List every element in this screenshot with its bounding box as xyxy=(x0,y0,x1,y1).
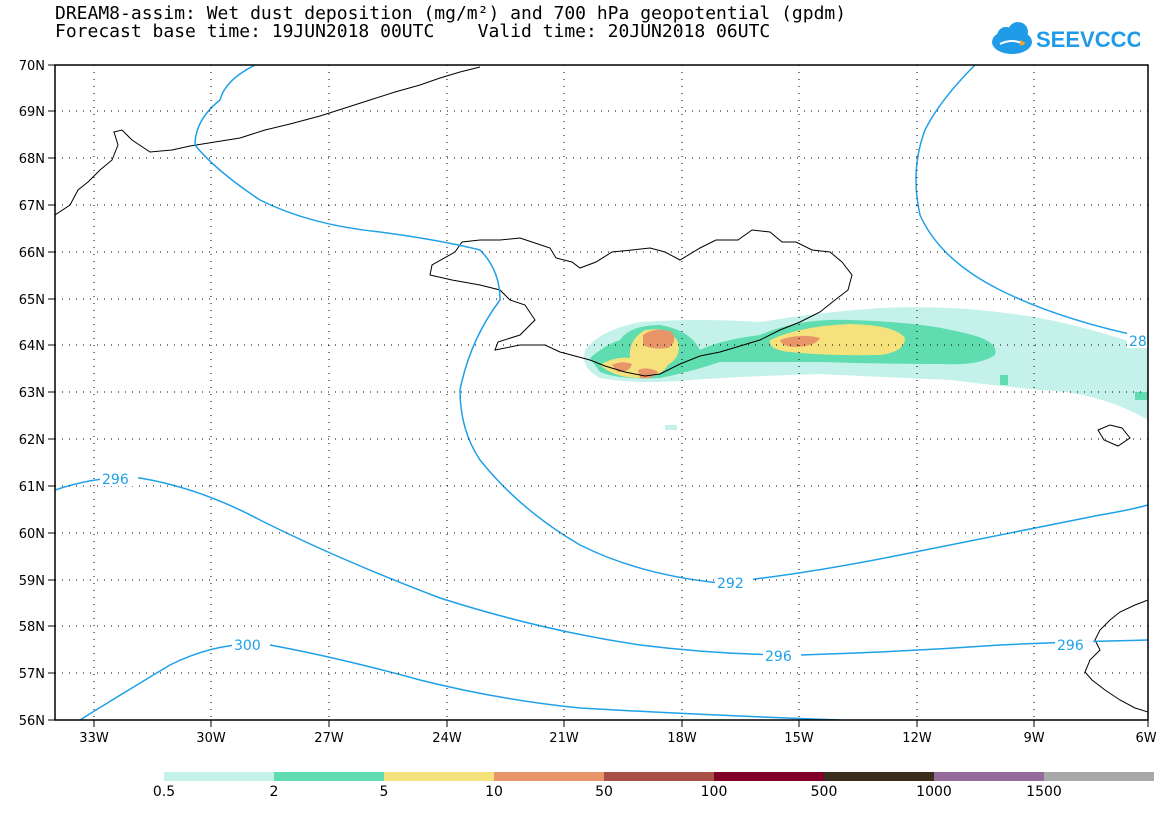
scotland-coast xyxy=(1084,599,1148,713)
lon-label: 33W xyxy=(79,731,109,746)
lon-label: 24W xyxy=(432,731,462,746)
lat-label: 69N xyxy=(19,105,45,120)
lon-label: 6W xyxy=(1135,731,1156,746)
greenland-coast xyxy=(55,66,481,216)
lon-label: 9W xyxy=(1023,731,1044,746)
legend-label: 0.5 xyxy=(152,784,176,800)
coastlines xyxy=(55,66,1148,713)
legend-label: 500 xyxy=(810,784,838,800)
contour-296-mid xyxy=(55,476,1148,656)
dust-plume xyxy=(584,307,1148,430)
faroe-islands xyxy=(1097,424,1131,447)
contour-label-292: 292 xyxy=(717,576,744,592)
lat-label: 70N xyxy=(19,59,45,74)
lon-label: 12W xyxy=(902,731,932,746)
legend-label: 5 xyxy=(379,784,389,800)
dust-level-10 xyxy=(612,329,820,379)
latitude-labels: 70N 69N 68N 67N 66N 65N 64N 63N 62N 61N … xyxy=(19,59,45,729)
iceland-coast xyxy=(429,229,853,377)
map-title: DREAM8-assim: Wet dust deposition (mg/m²… xyxy=(55,3,847,24)
lat-label: 59N xyxy=(19,574,45,589)
contour-label-300: 300 xyxy=(234,638,261,654)
contour-upper-left xyxy=(194,65,1148,584)
latitude-ticks xyxy=(48,64,55,721)
dust-level-5 xyxy=(600,324,905,378)
lat-label: 65N xyxy=(19,293,45,308)
legend-label: 50 xyxy=(595,784,613,800)
geopotential-contours xyxy=(55,65,1148,720)
legend-swatch xyxy=(274,772,384,781)
lat-label: 68N xyxy=(19,152,45,167)
dust-speck xyxy=(665,425,677,430)
lat-label: 66N xyxy=(19,246,45,261)
longitude-ticks xyxy=(93,720,1149,727)
legend-label: 100 xyxy=(700,784,728,800)
contour-upper-right xyxy=(915,65,1148,339)
lat-label: 56N xyxy=(19,714,45,729)
legend-label: 1500 xyxy=(1026,784,1062,800)
lat-label: 61N xyxy=(19,480,45,495)
lat-label: 67N xyxy=(19,199,45,214)
lat-label: 64N xyxy=(19,339,45,354)
dust-level-0.5 xyxy=(584,307,1148,420)
legend-colorbar xyxy=(164,772,1154,781)
legend-swatch xyxy=(164,772,274,781)
graticule xyxy=(55,65,1148,720)
lon-label: 30W xyxy=(196,731,226,746)
map-subtitle-times: Forecast base time: 19JUN2018 00UTC Vali… xyxy=(55,21,771,42)
lat-label: 60N xyxy=(19,527,45,542)
lat-label: 57N xyxy=(19,667,45,682)
contour-label-296-west: 296 xyxy=(102,472,129,488)
legend-label: 10 xyxy=(485,784,503,800)
lat-label: 63N xyxy=(19,386,45,401)
longitude-labels: 33W 30W 27W 24W 21W 18W 15W 12W 9W 6W xyxy=(79,731,1156,746)
legend-swatch xyxy=(824,772,934,781)
legend-swatch xyxy=(494,772,604,781)
logo-text: SEEVCCC xyxy=(1036,27,1140,52)
lat-label: 58N xyxy=(19,620,45,635)
dust-level-0.5-patch xyxy=(1050,346,1148,395)
legend-label: 2 xyxy=(269,784,279,800)
legend-swatch xyxy=(1044,772,1154,781)
contour-label-group: 296 292 296 296 300 28 xyxy=(100,332,1149,665)
contour-300 xyxy=(79,643,841,720)
contour-label-28: 28 xyxy=(1129,334,1147,350)
cloud-icon xyxy=(992,22,1032,54)
lat-label: 62N xyxy=(19,433,45,448)
legend-label: 1000 xyxy=(916,784,952,800)
lon-label: 27W xyxy=(314,731,344,746)
lon-label: 15W xyxy=(784,731,814,746)
legend-swatch xyxy=(604,772,714,781)
legend-swatch xyxy=(714,772,824,781)
legend-swatch xyxy=(934,772,1044,781)
lon-label: 21W xyxy=(549,731,579,746)
contour-label-296-center: 296 xyxy=(765,649,792,665)
lon-label: 18W xyxy=(667,731,697,746)
contour-label-296-east: 296 xyxy=(1057,638,1084,654)
legend-swatch xyxy=(384,772,494,781)
seevccc-logo: SEEVCCC xyxy=(992,22,1140,54)
